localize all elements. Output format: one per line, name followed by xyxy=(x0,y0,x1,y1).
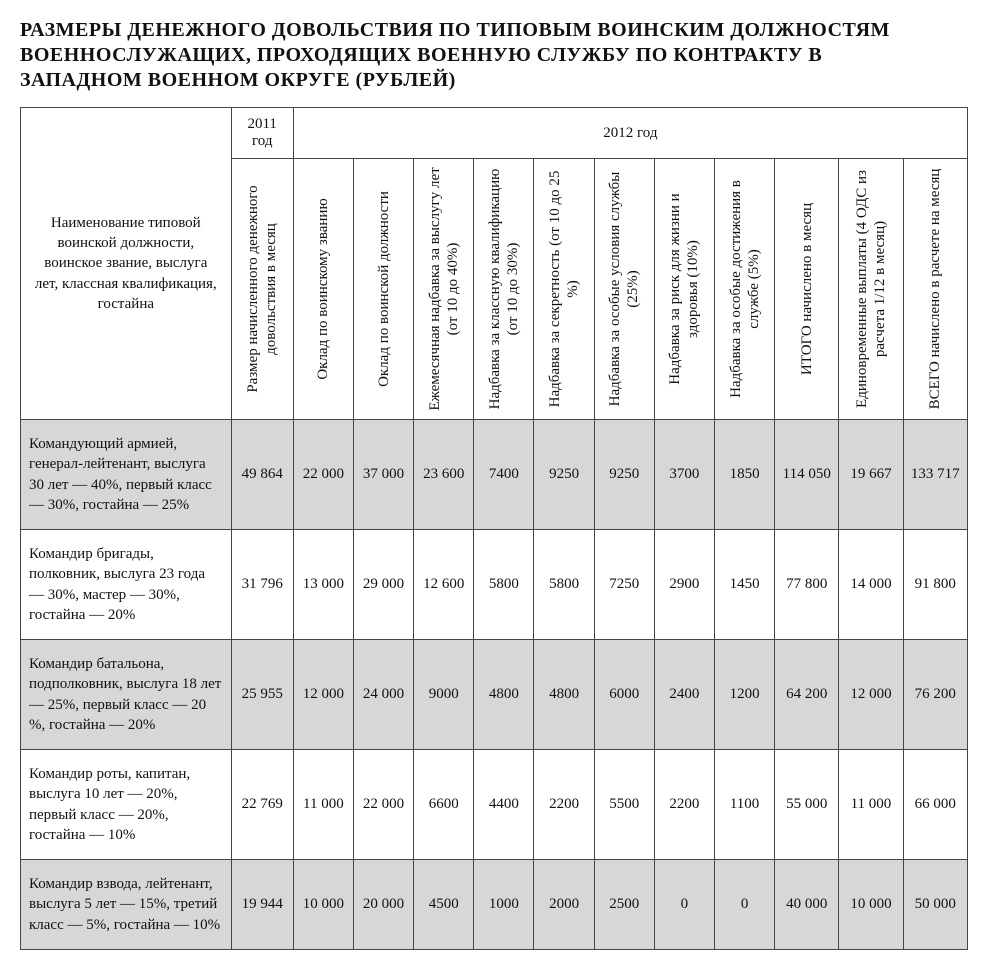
cell-value: 114 050 xyxy=(775,420,839,530)
cell-value: 5800 xyxy=(534,530,594,640)
cell-value: 50 000 xyxy=(903,860,967,950)
col-header-position: Наименование типовой воинской должности,… xyxy=(21,108,232,420)
cell-value: 2400 xyxy=(654,640,714,750)
cell-value: 49 864 xyxy=(231,420,293,530)
col-header-c9: Надбавка за особые достижения в службе (… xyxy=(715,159,775,420)
cell-value: 133 717 xyxy=(903,420,967,530)
cell-value: 1100 xyxy=(715,750,775,860)
cell-value: 3700 xyxy=(654,420,714,530)
cell-value: 2500 xyxy=(594,860,654,950)
cell-value: 12 000 xyxy=(293,640,353,750)
row-label: Командир взвода, лейтенант, выслуга 5 ле… xyxy=(21,860,232,950)
row-label: Командир бригады, полковник, выслуга 23 … xyxy=(21,530,232,640)
cell-value: 6600 xyxy=(414,750,474,860)
cell-value: 40 000 xyxy=(775,860,839,950)
cell-value: 2200 xyxy=(654,750,714,860)
cell-value: 10 000 xyxy=(293,860,353,950)
page-title: РАЗМЕРЫ ДЕНЕЖНОГО ДОВОЛЬСТВИЯ ПО ТИПОВЫМ… xyxy=(20,18,900,93)
cell-value: 77 800 xyxy=(775,530,839,640)
col-header-c1: Размер начисленного денежного довольстви… xyxy=(231,159,293,420)
row-label: Командующий армией, генерал-лейтенант, в… xyxy=(21,420,232,530)
cell-value: 7250 xyxy=(594,530,654,640)
cell-value: 22 769 xyxy=(231,750,293,860)
col-header-c6: Надбавка за секретность (от 10 до 25 %) xyxy=(534,159,594,420)
cell-value: 4800 xyxy=(534,640,594,750)
cell-value: 1850 xyxy=(715,420,775,530)
col-header-c5: Надбавка за классную квалификацию (от 10… xyxy=(474,159,534,420)
cell-value: 5500 xyxy=(594,750,654,860)
table-row: Командир роты, капитан, выслуга 10 лет —… xyxy=(21,750,968,860)
cell-value: 55 000 xyxy=(775,750,839,860)
cell-value: 4400 xyxy=(474,750,534,860)
cell-value: 19 944 xyxy=(231,860,293,950)
cell-value: 66 000 xyxy=(903,750,967,860)
cell-value: 11 000 xyxy=(839,750,903,860)
cell-value: 23 600 xyxy=(414,420,474,530)
col-header-2011: 2011 год xyxy=(231,108,293,159)
cell-value: 29 000 xyxy=(353,530,413,640)
row-label: Командир батальона, подполковник, выслуг… xyxy=(21,640,232,750)
cell-value: 91 800 xyxy=(903,530,967,640)
cell-value: 64 200 xyxy=(775,640,839,750)
cell-value: 1200 xyxy=(715,640,775,750)
table-row: Командующий армией, генерал-лейтенант, в… xyxy=(21,420,968,530)
cell-value: 2200 xyxy=(534,750,594,860)
col-header-c11: Единовременные выплаты (4 ОДС из расчета… xyxy=(839,159,903,420)
salary-table: Наименование типовой воинской должности,… xyxy=(20,107,968,950)
cell-value: 2000 xyxy=(534,860,594,950)
cell-value: 76 200 xyxy=(903,640,967,750)
cell-value: 0 xyxy=(654,860,714,950)
cell-value: 9000 xyxy=(414,640,474,750)
cell-value: 13 000 xyxy=(293,530,353,640)
cell-value: 20 000 xyxy=(353,860,413,950)
cell-value: 9250 xyxy=(534,420,594,530)
cell-value: 31 796 xyxy=(231,530,293,640)
row-label: Командир роты, капитан, выслуга 10 лет —… xyxy=(21,750,232,860)
col-header-c10: ИТОГО начислено в месяц xyxy=(775,159,839,420)
table-row: Командир бригады, полковник, выслуга 23 … xyxy=(21,530,968,640)
col-header-c2: Оклад по воинскому званию xyxy=(293,159,353,420)
cell-value: 9250 xyxy=(594,420,654,530)
col-header-c3: Оклад по воинской должности xyxy=(353,159,413,420)
cell-value: 5800 xyxy=(474,530,534,640)
cell-value: 22 000 xyxy=(293,420,353,530)
cell-value: 1450 xyxy=(715,530,775,640)
cell-value: 4500 xyxy=(414,860,474,950)
cell-value: 14 000 xyxy=(839,530,903,640)
cell-value: 12 000 xyxy=(839,640,903,750)
cell-value: 12 600 xyxy=(414,530,474,640)
cell-value: 1000 xyxy=(474,860,534,950)
cell-value: 2900 xyxy=(654,530,714,640)
cell-value: 10 000 xyxy=(839,860,903,950)
col-header-c7: Надбавка за особые условия службы (25%) xyxy=(594,159,654,420)
table-row: Командир взвода, лейтенант, выслуга 5 ле… xyxy=(21,860,968,950)
cell-value: 0 xyxy=(715,860,775,950)
cell-value: 24 000 xyxy=(353,640,413,750)
cell-value: 19 667 xyxy=(839,420,903,530)
col-header-c4: Ежемесячная надбавка за выслугу лет (от … xyxy=(414,159,474,420)
cell-value: 11 000 xyxy=(293,750,353,860)
col-header-2012: 2012 год xyxy=(293,108,967,159)
col-header-c12: ВСЕГО начислено в расчете на месяц xyxy=(903,159,967,420)
cell-value: 22 000 xyxy=(353,750,413,860)
cell-value: 25 955 xyxy=(231,640,293,750)
cell-value: 37 000 xyxy=(353,420,413,530)
cell-value: 6000 xyxy=(594,640,654,750)
cell-value: 7400 xyxy=(474,420,534,530)
cell-value: 4800 xyxy=(474,640,534,750)
col-header-c8: Надбавка за риск для жизни и здоровья (1… xyxy=(654,159,714,420)
table-body: Командующий армией, генерал-лейтенант, в… xyxy=(21,420,968,950)
table-row: Командир батальона, подполковник, выслуг… xyxy=(21,640,968,750)
